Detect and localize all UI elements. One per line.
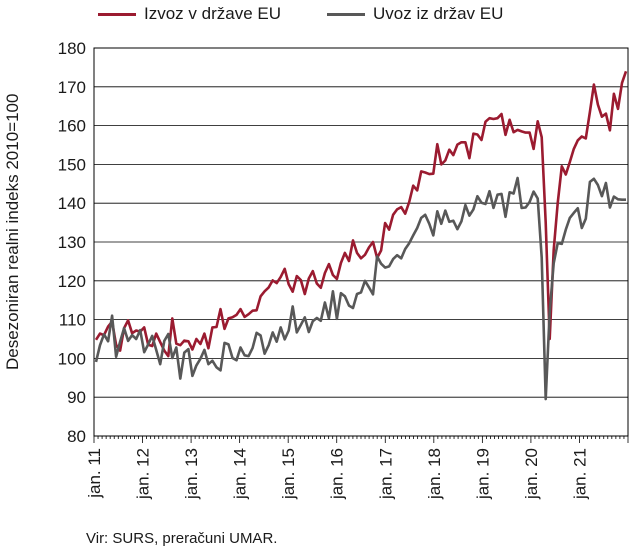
x-tick-label: jan. 19 — [473, 448, 492, 500]
x-tick-label: jan. 17 — [376, 448, 395, 500]
y-tick-label: 150 — [58, 155, 86, 174]
x-tick-label: jan. 12 — [134, 448, 153, 500]
y-tick-label: 180 — [58, 39, 86, 58]
x-tick-label: jan. 11 — [85, 448, 104, 499]
y-axis-ticks: 80 90 100 110 120 130 140 150 160 170 180 — [58, 39, 86, 446]
y-tick-label: 90 — [67, 388, 86, 407]
x-tick-label: jan. 15 — [279, 448, 298, 500]
y-tick-label: 120 — [58, 272, 86, 291]
legend-label-import: Uvoz iz držav EU — [373, 4, 504, 23]
y-tick-label: 160 — [58, 117, 86, 136]
x-tick-label: jan. 20 — [522, 448, 541, 500]
y-tick-label: 170 — [58, 78, 86, 97]
source-note: Vir: SURS, preračuni UMAR. — [86, 530, 278, 547]
y-tick-label: 130 — [58, 233, 86, 252]
series-line-import — [94, 176, 626, 401]
y-tick-label: 80 — [67, 427, 86, 446]
x-tick-label: jan. 16 — [328, 448, 347, 500]
y-tick-label: 100 — [58, 349, 86, 368]
x-tick-label: jan. 14 — [231, 448, 250, 500]
x-tick-label: jan. 21 — [570, 448, 589, 500]
x-axis-ticks: jan. 11 jan. 12 jan. 13 jan. 14 jan. 15 jan. … — [85, 436, 629, 500]
legend: Izvoz v države EU Uvoz iz držav EU — [98, 4, 503, 24]
x-tick-label: jan. 18 — [425, 448, 444, 500]
x-tick-label: jan. 13 — [182, 448, 201, 500]
legend-label-export: Izvoz v države EU — [144, 4, 281, 23]
series-line-export — [94, 70, 628, 358]
legend-swatch-export — [98, 12, 136, 16]
legend-item-export: Izvoz v države EU — [98, 4, 281, 24]
y-axis-label: Desezoniran realni indeks 2010=100 — [3, 93, 22, 370]
legend-swatch-import — [327, 12, 365, 16]
series-lines — [94, 70, 628, 401]
y-tick-label: 140 — [58, 194, 86, 213]
legend-item-import: Uvoz iz držav EU — [327, 4, 503, 24]
y-tick-label: 110 — [59, 311, 86, 330]
